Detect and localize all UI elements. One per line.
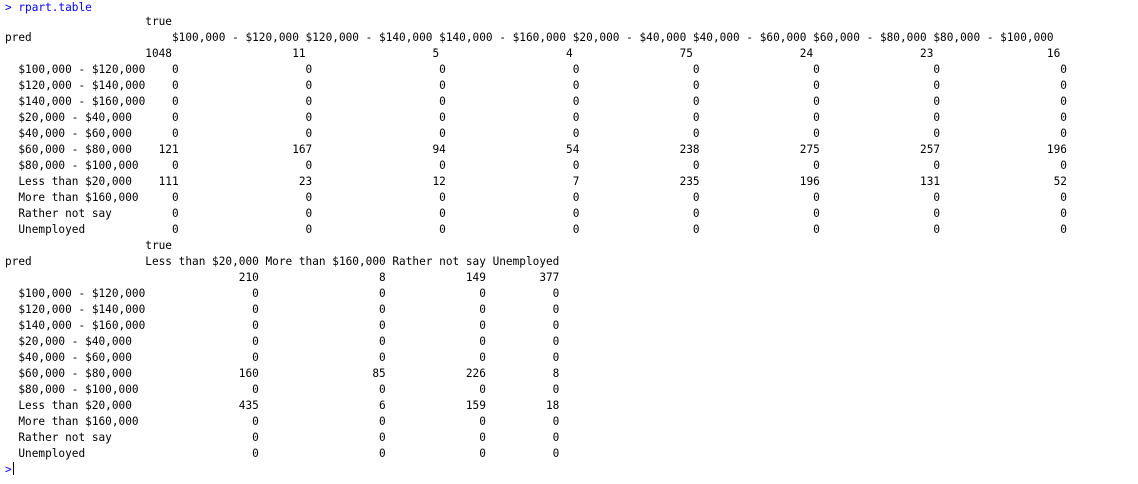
output-line: More than $160,000 0 0 0 0 (5, 415, 560, 428)
output-line: $80,000 - $100,000 0 0 0 0 (5, 383, 560, 396)
output-line: $80,000 - $100,000 0 0 0 0 0 0 0 0 (5, 159, 1067, 172)
prompt-symbol: > (5, 463, 12, 476)
output-line: $60,000 - $80,000 121 167 94 54 238 275 … (5, 143, 1067, 156)
output-line: pred Less than $20,000 More than $160,00… (5, 255, 560, 268)
output-line: $100,000 - $120,000 0 0 0 0 (5, 287, 560, 300)
output-line: $100,000 - $120,000 0 0 0 0 0 0 0 0 (5, 63, 1067, 76)
output-line: 210 8 149 377 (5, 271, 560, 284)
output-line: Rather not say 0 0 0 0 (5, 431, 560, 444)
output-line: $20,000 - $40,000 0 0 0 0 (5, 335, 560, 348)
output-line: $120,000 - $140,000 0 0 0 0 0 0 0 0 (5, 79, 1067, 92)
output-line: $20,000 - $40,000 0 0 0 0 0 0 0 0 (5, 111, 1067, 124)
output-line: $60,000 - $80,000 160 85 226 8 (5, 367, 560, 380)
output-line: $40,000 - $60,000 0 0 0 0 (5, 351, 560, 364)
text-cursor (12, 462, 14, 475)
command-line: > rpart.table (5, 1, 92, 14)
output-line: More than $160,000 0 0 0 0 0 0 0 0 (5, 191, 1067, 204)
input-prompt-line[interactable]: > (5, 462, 14, 478)
output-line: $40,000 - $60,000 0 0 0 0 0 0 0 0 (5, 127, 1067, 140)
output-line: Less than $20,000 111 23 12 7 235 196 13… (5, 175, 1067, 188)
output-line: Unemployed 0 0 0 0 (5, 447, 560, 460)
output-line: true (5, 239, 172, 252)
output-line: pred $100,000 - $120,000 $120,000 - $140… (5, 31, 1054, 44)
output-line: $120,000 - $140,000 0 0 0 0 (5, 303, 560, 316)
output-line: $140,000 - $160,000 0 0 0 0 (5, 319, 560, 332)
output-line: 1048 11 5 4 75 24 23 16 (5, 47, 1061, 60)
output-line: Less than $20,000 435 6 159 18 (5, 399, 560, 412)
output-line: true (5, 15, 172, 28)
output-line: Rather not say 0 0 0 0 0 0 0 0 (5, 207, 1067, 220)
output-line: Unemployed 0 0 0 0 0 0 0 0 (5, 223, 1067, 236)
output-line: $140,000 - $160,000 0 0 0 0 0 0 0 0 (5, 95, 1067, 108)
